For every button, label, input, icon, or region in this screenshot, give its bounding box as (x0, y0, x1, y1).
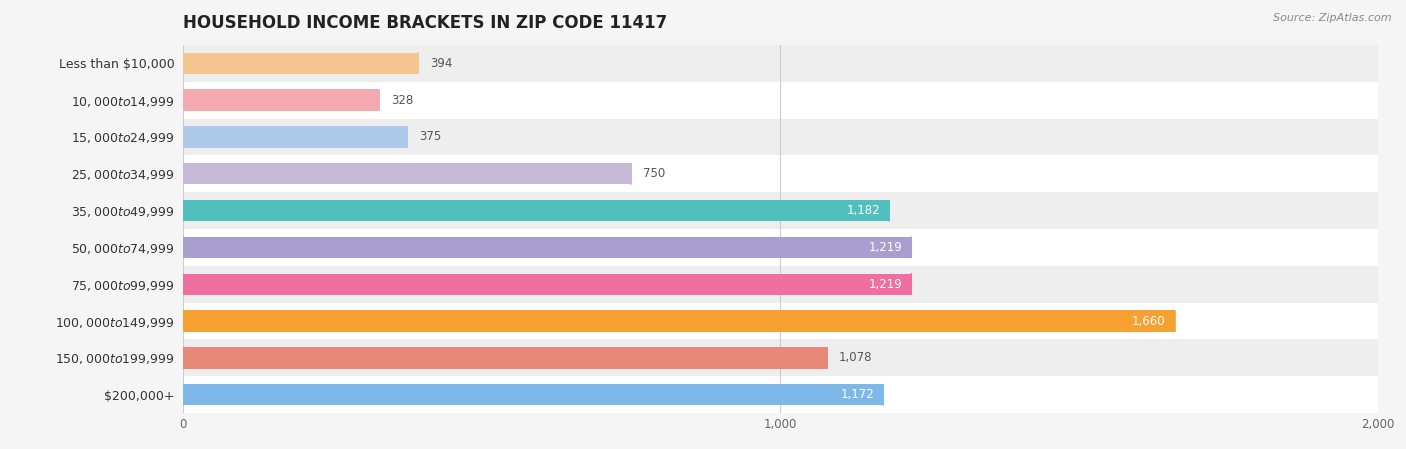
Bar (0, 45, 1406, 82)
Text: 750: 750 (643, 167, 665, 180)
Text: 1,172: 1,172 (841, 388, 875, 401)
Text: 394: 394 (430, 57, 453, 70)
Text: 1,660: 1,660 (1132, 315, 1166, 327)
Bar (0, 119, 1406, 155)
Text: Source: ZipAtlas.com: Source: ZipAtlas.com (1274, 13, 1392, 23)
Bar (183, 237, 911, 258)
Text: 328: 328 (391, 94, 413, 106)
Bar (183, 53, 418, 74)
Bar (0, 303, 1406, 339)
Bar (183, 273, 911, 295)
Bar (183, 200, 889, 221)
Bar (183, 89, 378, 111)
Text: HOUSEHOLD INCOME BRACKETS IN ZIP CODE 11417: HOUSEHOLD INCOME BRACKETS IN ZIP CODE 11… (183, 14, 666, 32)
Bar (183, 384, 883, 405)
Text: 1,219: 1,219 (869, 241, 903, 254)
Bar (183, 310, 1175, 332)
Bar (183, 163, 631, 185)
Bar (183, 126, 406, 148)
Bar (0, 229, 1406, 266)
Bar (0, 266, 1406, 303)
Text: 1,078: 1,078 (839, 352, 872, 364)
Bar (0, 192, 1406, 229)
Text: 375: 375 (419, 131, 441, 143)
Bar (0, 82, 1406, 119)
Text: 1,182: 1,182 (846, 204, 880, 217)
Bar (0, 339, 1406, 376)
Bar (0, 376, 1406, 413)
Text: 1,219: 1,219 (869, 278, 903, 291)
Bar (183, 347, 827, 369)
Bar (0, 155, 1406, 192)
